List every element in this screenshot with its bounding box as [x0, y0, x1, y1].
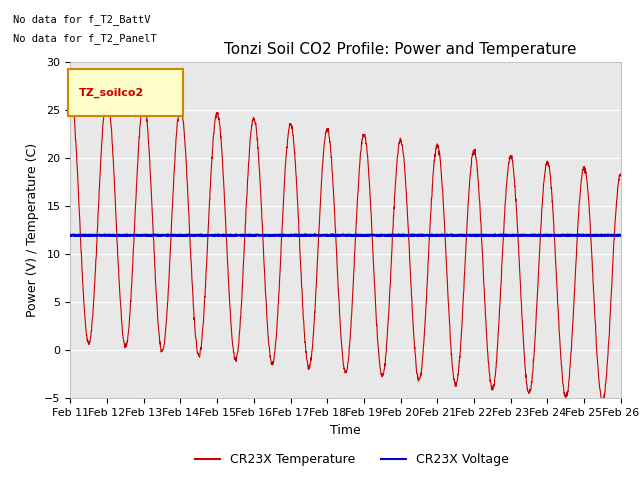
Text: TZ_soilco2: TZ_soilco2 — [79, 87, 144, 98]
FancyBboxPatch shape — [68, 69, 183, 116]
Title: Tonzi Soil CO2 Profile: Power and Temperature: Tonzi Soil CO2 Profile: Power and Temper… — [225, 42, 577, 57]
X-axis label: Time: Time — [330, 424, 361, 437]
Legend: CR23X Temperature, CR23X Voltage: CR23X Temperature, CR23X Voltage — [191, 448, 513, 471]
Text: No data for f_T2_BattV: No data for f_T2_BattV — [13, 13, 150, 24]
Text: No data for f_T2_PanelT: No data for f_T2_PanelT — [13, 33, 157, 44]
Y-axis label: Power (V) / Temperature (C): Power (V) / Temperature (C) — [26, 144, 39, 317]
